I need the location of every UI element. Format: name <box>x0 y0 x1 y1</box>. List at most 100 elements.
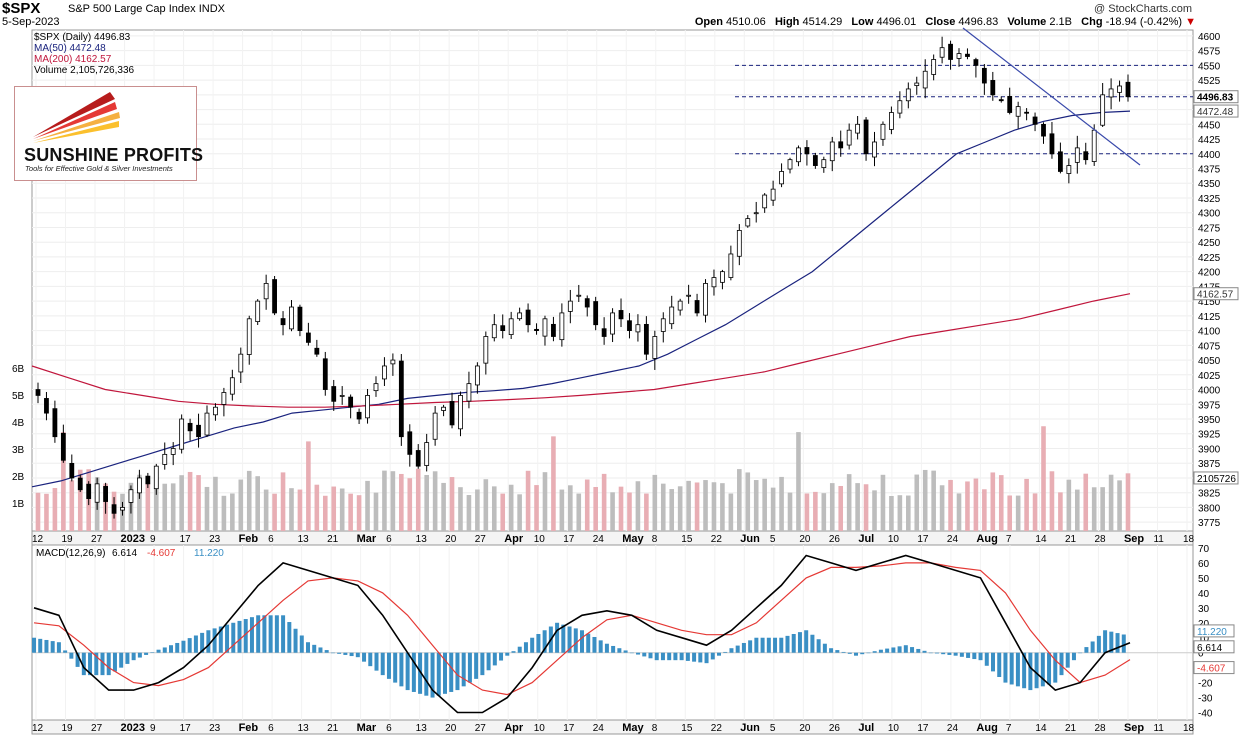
volume-bar <box>829 483 835 531</box>
date-tick-label: 22 <box>711 534 723 545</box>
macd-histogram-bar <box>959 652 964 657</box>
macd-histogram-bar <box>773 637 778 653</box>
volume-bar <box>660 483 666 531</box>
legend-volume: Volume 2,105,726,336 <box>34 65 135 76</box>
macd-histogram-bar <box>947 652 952 655</box>
candle-body <box>1074 147 1080 163</box>
volume-tick-label: 1B <box>12 499 25 510</box>
macd-histogram-bar <box>206 630 211 653</box>
macd-histogram-bar <box>710 652 715 660</box>
volume-bars <box>35 426 1131 531</box>
macd-histogram-bar <box>505 652 510 656</box>
volume-bar <box>728 493 734 531</box>
price-label-box <box>1193 90 1239 104</box>
date-tick-label: Sep <box>1124 722 1144 734</box>
credit-label: @ StockCharts.com <box>1094 3 1192 15</box>
macd-histogram-bar <box>287 622 292 653</box>
macd-histogram-bar <box>723 651 728 653</box>
macd-histogram-bar <box>984 652 989 666</box>
volume-bar <box>1108 474 1114 531</box>
candle-body <box>863 119 869 155</box>
macd-histogram-bar <box>119 652 124 668</box>
candle-body <box>103 486 108 502</box>
macd-histogram-bar <box>636 652 641 655</box>
price-label-box <box>1193 104 1239 118</box>
date-tick-label: 24 <box>947 723 959 734</box>
volume-bar <box>221 495 227 531</box>
macd-histogram-bar <box>443 652 447 694</box>
macd-histogram-bar <box>785 635 790 653</box>
macd-histogram-bar <box>623 650 628 653</box>
candle-body <box>711 277 717 288</box>
candle-body <box>1032 116 1038 125</box>
volume-tick-label: 6B <box>12 364 25 375</box>
candle-body <box>365 395 370 419</box>
candle-body <box>559 312 565 341</box>
volume-bar <box>601 473 607 531</box>
macd-legend-signal: -4.607 <box>147 548 176 559</box>
low-value: 4496.01 <box>876 16 917 28</box>
macd-histogram-bar <box>816 639 821 653</box>
macd-histogram-bar <box>692 652 697 662</box>
volume-bar <box>770 487 776 531</box>
date-tick-label: 23 <box>209 534 221 545</box>
volume-bar <box>618 486 624 531</box>
macd-panel-frame <box>31 544 1194 721</box>
high-label: High <box>774 16 800 28</box>
macd-histogram-bar <box>854 652 858 656</box>
date-tick-label: 12 <box>32 723 44 734</box>
macd-histogram-bar <box>847 652 852 654</box>
volume-bar <box>390 471 396 531</box>
volume-bar <box>449 477 455 531</box>
volume-bar <box>939 485 945 531</box>
candle-body <box>415 450 421 467</box>
price-tick-label: 4075 <box>1198 341 1221 352</box>
candle-body <box>872 141 877 158</box>
macd-histogram-bar <box>461 652 466 687</box>
macd-histogram-bar <box>156 649 161 653</box>
chart-frames <box>31 29 1194 735</box>
volume-tick-label: 2B <box>12 472 25 483</box>
candle-body <box>52 408 58 438</box>
price-tick-label: 4300 <box>1198 209 1221 220</box>
volume-bar <box>846 474 852 531</box>
date-tick-label: 10 <box>534 534 546 545</box>
candle-body <box>170 448 176 455</box>
macd-histogram-bar <box>555 622 560 653</box>
macd-histogram-bar <box>797 632 802 653</box>
volume-bar <box>424 474 429 531</box>
price-tick-label: 4225 <box>1198 253 1221 264</box>
price-label-box <box>1193 287 1239 301</box>
candle-body <box>483 336 489 364</box>
down-arrow-icon: ▼ <box>1185 16 1196 28</box>
volume-bar <box>779 476 784 531</box>
candle-body <box>880 123 886 140</box>
candle-body <box>1024 111 1030 114</box>
date-tick-label: 18 <box>1183 534 1195 545</box>
volume-tick-label: 3B <box>12 445 25 456</box>
macd-histogram-bar <box>1040 652 1045 687</box>
macd-histogram-bar <box>44 639 49 653</box>
volume-bar <box>179 475 184 531</box>
macd-histogram-bar <box>779 637 784 653</box>
candle-body <box>736 229 742 257</box>
macd-histogram-bar <box>362 652 367 662</box>
date-tick-label: 27 <box>475 723 487 734</box>
date-tick-label: Jul <box>858 533 874 545</box>
macd-histogram-bar <box>916 648 921 653</box>
candlesticks <box>35 36 1131 519</box>
date-tick-label: Mar <box>357 533 377 545</box>
date-tick-label: 17 <box>180 723 192 734</box>
volume-bar <box>230 493 235 531</box>
candle-body <box>948 43 953 60</box>
volume-bar <box>475 489 480 531</box>
macd-histogram-bar <box>262 615 267 653</box>
macd-histogram-bar <box>978 652 983 661</box>
date-tick-label: Feb <box>239 722 259 734</box>
macd-histogram-bar <box>1022 652 1027 689</box>
volume-bar <box>356 495 362 531</box>
macd-histogram-bar <box>193 635 198 653</box>
date-tick-label: Aug <box>976 533 997 545</box>
date-tick-label: Mar <box>357 722 377 734</box>
candle-body <box>745 218 751 227</box>
